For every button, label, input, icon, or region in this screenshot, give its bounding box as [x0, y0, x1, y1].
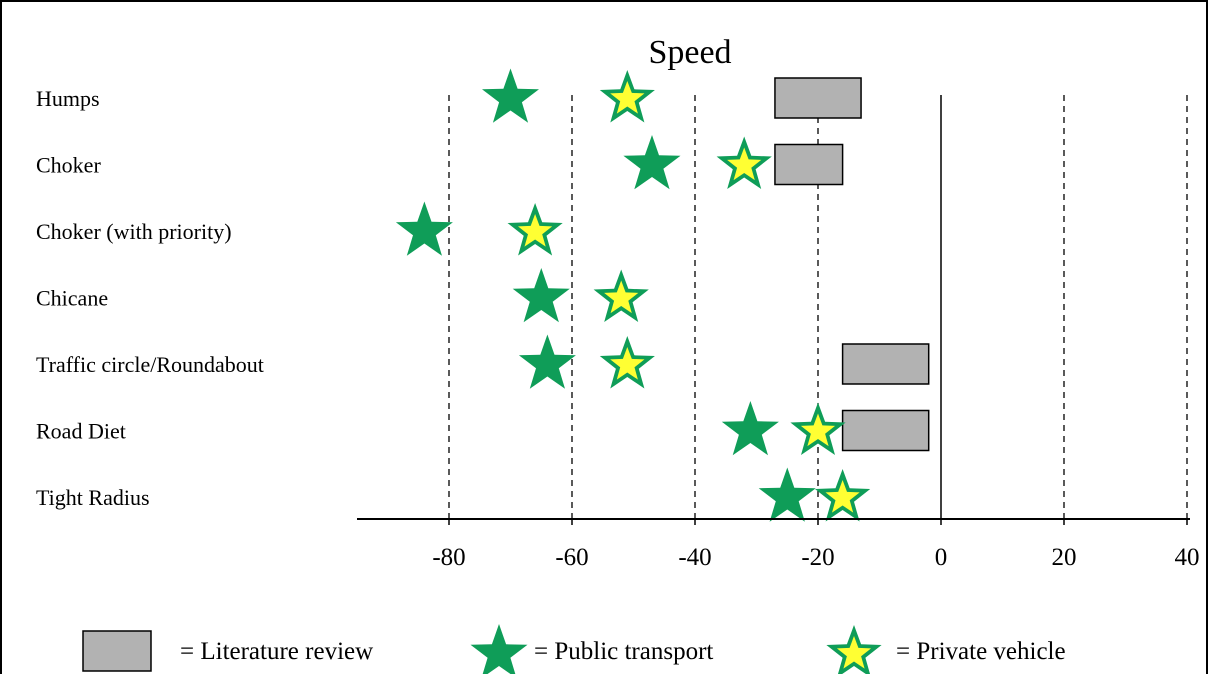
legend-literature-box	[82, 630, 152, 672]
x-axis: -80 -60 -40 -20 0 20 40	[357, 518, 1200, 571]
public-transport-star	[518, 334, 576, 389]
category-label: Choker	[36, 153, 101, 178]
private-vehicle-star	[610, 347, 645, 380]
x-tick-label: -60	[555, 544, 588, 571]
legend-private-star	[836, 636, 872, 669]
private-vehicle-star	[610, 81, 645, 114]
literature-review-bar	[841, 343, 930, 385]
private-vehicle-star	[604, 280, 639, 314]
public-transport-star	[482, 68, 539, 123]
literature-bars	[774, 77, 930, 452]
chart-title: Speed	[648, 34, 731, 71]
category-label: Chicane	[36, 286, 108, 311]
category-label: Road Diet	[36, 419, 126, 444]
legend-public-label: = Public transport	[534, 638, 713, 665]
public-transport-star	[721, 401, 779, 456]
literature-review-bar	[774, 77, 862, 119]
private-vehicle-star	[825, 480, 860, 513]
public-transport-star	[395, 201, 453, 256]
public-transport-star	[623, 135, 681, 190]
legend-literature-label: = Literature review	[180, 638, 373, 665]
public-transport-star	[512, 268, 570, 323]
x-tick-label: -20	[801, 544, 834, 571]
category-label: Choker (with priority)	[36, 219, 232, 244]
private-vehicle-star	[518, 214, 553, 247]
x-tick-label: 40	[1175, 544, 1200, 571]
private-vehicle-star	[800, 413, 836, 447]
legend-public-star	[470, 624, 528, 674]
x-tick-label: -80	[432, 544, 465, 571]
legend: = Literature review = Public transport = P…	[82, 624, 1066, 674]
public-transport-star	[758, 467, 816, 522]
x-tick-label: 0	[935, 544, 948, 571]
category-labels: Humps Choker Choker (with priority) Chicane…	[36, 86, 264, 510]
x-tick-label: -40	[678, 544, 711, 571]
legend-private-label: = Private vehicle	[896, 638, 1066, 665]
private-vehicle-star	[727, 147, 762, 181]
literature-review-bar	[841, 409, 930, 452]
x-tick-label: 20	[1052, 544, 1077, 571]
star-markers	[395, 68, 871, 522]
category-label: Humps	[36, 86, 100, 111]
literature-review-bar	[774, 143, 844, 186]
category-label: Tight Radius	[36, 485, 150, 510]
category-label: Traffic circle/Roundabout	[36, 352, 264, 377]
